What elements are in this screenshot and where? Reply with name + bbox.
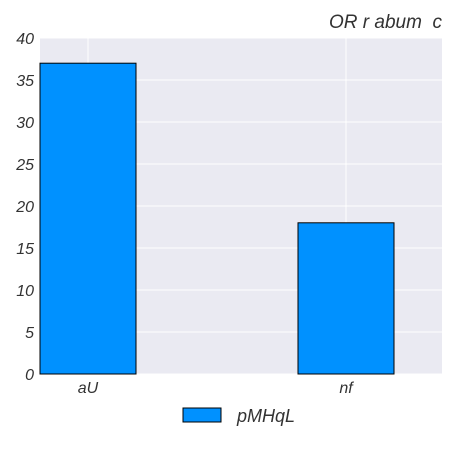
chart-title: OR r abum c bbox=[329, 12, 442, 33]
y-tick-label: 0 bbox=[25, 367, 34, 384]
x-tick-label: nf bbox=[339, 380, 354, 397]
x-axis-ticks: aU nf bbox=[78, 380, 354, 397]
y-tick-label: 40 bbox=[16, 31, 34, 48]
bars bbox=[39, 62, 395, 375]
y-axis-ticks: 0 5 10 15 20 25 30 35 40 bbox=[15, 31, 34, 384]
bar-nf bbox=[297, 222, 395, 375]
legend: pMHqL bbox=[182, 406, 295, 426]
y-tick-label: 30 bbox=[16, 115, 34, 132]
x-tick-label: aU bbox=[78, 380, 99, 397]
y-tick-label: 10 bbox=[16, 283, 34, 300]
bar-aU bbox=[39, 62, 137, 375]
y-tick-label: 5 bbox=[25, 325, 34, 342]
y-tick-label: 25 bbox=[15, 157, 34, 174]
y-tick-label: 20 bbox=[15, 199, 34, 216]
y-tick-label: 15 bbox=[16, 241, 34, 258]
y-tick-label: 35 bbox=[16, 73, 34, 90]
legend-swatch bbox=[182, 407, 222, 423]
legend-label: pMHqL bbox=[236, 406, 295, 426]
